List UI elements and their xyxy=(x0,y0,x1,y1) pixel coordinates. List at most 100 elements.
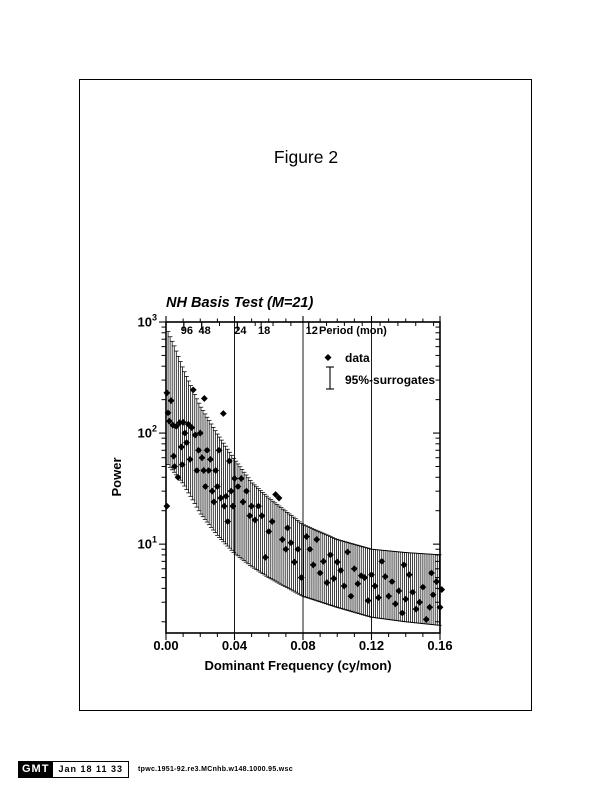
data-point xyxy=(294,545,302,553)
data-point xyxy=(344,548,351,556)
data-point xyxy=(385,592,393,600)
data-point xyxy=(179,418,187,426)
data-point xyxy=(243,487,250,495)
data-point xyxy=(361,574,369,581)
data-point xyxy=(193,467,201,474)
period-tick-label: 18 xyxy=(258,325,270,337)
data-point xyxy=(364,597,372,605)
data-point xyxy=(400,561,408,569)
data-point xyxy=(215,446,223,454)
data-point xyxy=(272,491,279,498)
data-point xyxy=(368,571,375,579)
data-point xyxy=(320,557,327,565)
data-point xyxy=(337,567,345,574)
data-point xyxy=(183,439,190,447)
data-point xyxy=(198,454,206,462)
period-tick-label: 12 xyxy=(306,325,318,337)
data-point xyxy=(381,573,389,581)
period-axis-title: Period (mon) xyxy=(319,325,387,337)
data-point xyxy=(429,591,437,599)
data-point xyxy=(402,595,410,603)
data-point xyxy=(323,579,331,587)
figure-label: Figure 2 xyxy=(274,147,338,167)
data-point xyxy=(279,536,286,543)
data-point xyxy=(210,498,218,506)
legend: data 95%-surrogates xyxy=(324,351,435,390)
data-point xyxy=(205,467,213,474)
data-point xyxy=(163,389,171,397)
data-point xyxy=(398,609,406,617)
data-point xyxy=(350,565,358,573)
data-point xyxy=(246,512,254,520)
x-axis-title: Dominant Frequency (cy/mon) xyxy=(204,658,391,673)
data-point xyxy=(291,558,298,566)
data-point xyxy=(405,571,413,579)
data-point xyxy=(378,557,386,565)
data-point xyxy=(255,502,262,510)
legend-errorbar-icon xyxy=(326,366,334,390)
data-point xyxy=(237,475,245,482)
figure-frame xyxy=(79,79,532,711)
data-point xyxy=(219,410,227,417)
stamp-filename: tpwc.1951-92.re3.MCnhb.w148.1000.95.wsc xyxy=(138,766,293,773)
data-point xyxy=(178,443,185,451)
x-tick-label: 0.16 xyxy=(427,638,452,653)
data-point xyxy=(227,487,235,495)
data-point xyxy=(374,594,382,602)
data-point xyxy=(224,518,232,525)
x-tick-label: 0.00 xyxy=(153,638,178,653)
data-point xyxy=(176,419,184,427)
data-point xyxy=(200,467,208,474)
data-point xyxy=(234,483,242,490)
y-tick-label: 101 xyxy=(138,535,157,552)
data-point xyxy=(409,588,416,596)
x-tick-label: 0.08 xyxy=(290,638,315,653)
period-tick-label: 96 xyxy=(181,325,193,337)
data-point xyxy=(222,492,230,500)
data-point xyxy=(340,582,348,590)
data-point xyxy=(297,574,305,581)
x-tick-label: 0.04 xyxy=(222,638,248,653)
legend-diamond-icon xyxy=(324,354,332,361)
data-point xyxy=(258,512,266,520)
y-axis-title: Power xyxy=(109,457,124,496)
stamp-datetime: Jan 18 11 33 xyxy=(53,761,129,778)
legend-label-surrogates: 95%-surrogates xyxy=(345,373,435,387)
data-point xyxy=(282,545,290,553)
data-point xyxy=(416,598,423,606)
data-point xyxy=(201,483,209,490)
data-point xyxy=(330,575,338,582)
y-tick-label: 103 xyxy=(138,313,157,330)
data-point xyxy=(188,424,196,432)
data-point xyxy=(225,457,233,465)
data-point xyxy=(207,455,214,463)
data-point xyxy=(170,452,178,460)
data-point xyxy=(327,551,334,559)
data-point xyxy=(268,518,276,525)
data-point xyxy=(395,587,403,595)
data-point xyxy=(186,455,194,463)
data-point xyxy=(309,561,317,569)
data-point xyxy=(371,582,379,590)
data-point xyxy=(220,502,228,510)
data-point xyxy=(189,386,197,394)
data-point xyxy=(333,558,341,566)
period-tick-label: 48 xyxy=(199,325,211,337)
data-point xyxy=(287,539,295,547)
data-point xyxy=(303,533,310,540)
y-tick-label: 102 xyxy=(138,424,157,441)
data-point xyxy=(275,494,283,502)
data-point xyxy=(251,516,259,524)
plot-generated-layer: 0.00 0.04 0.08 0.12 0.16 96 48 24 18 12 101 102 103 xyxy=(138,313,453,654)
data-point xyxy=(265,528,273,535)
data-point xyxy=(412,605,420,613)
data-point xyxy=(354,580,362,588)
data-point xyxy=(181,429,189,437)
data-point xyxy=(174,473,182,481)
data-point xyxy=(392,600,399,608)
data-point xyxy=(195,446,202,454)
data-point xyxy=(203,446,211,454)
data-point xyxy=(167,397,175,405)
